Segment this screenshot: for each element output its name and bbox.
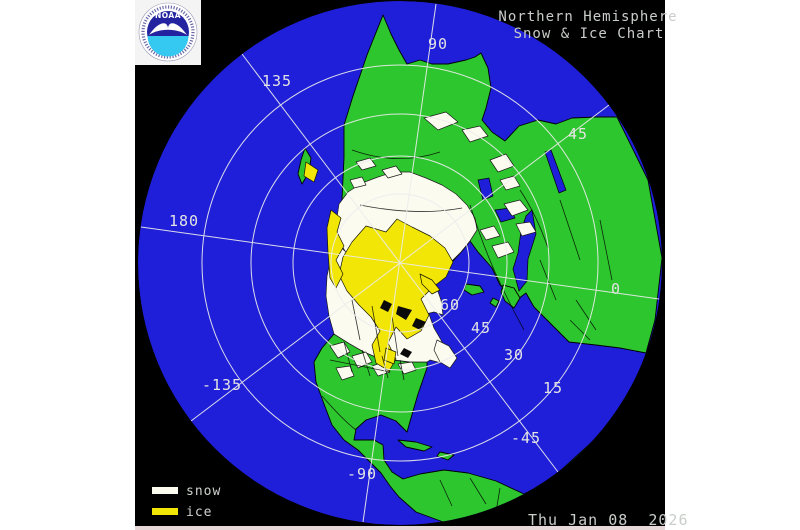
- ice-polar-pack: [338, 218, 454, 372]
- latitude-circle-45: [292, 155, 508, 371]
- latitude-circle-30: [250, 113, 550, 413]
- lon-label-45: 45: [568, 125, 588, 143]
- lon-label--45: -45: [511, 429, 541, 447]
- noaa-ring-text: [141, 5, 195, 59]
- map-disc: [138, 1, 662, 525]
- snow-patch-alps: [491, 241, 515, 259]
- ice-okhotsk: [303, 161, 319, 183]
- noaa-seal-wave: [147, 36, 189, 57]
- snow-patch-caucasus: [515, 221, 537, 237]
- border-canada-provinces: [351, 299, 399, 357]
- lon-label-135: 135: [262, 72, 292, 90]
- border-us-mexico: [321, 395, 357, 431]
- snow-patch-zagros: [499, 175, 521, 191]
- snow-patch-mongolia-1: [355, 157, 377, 171]
- terrain-speck-4: [380, 300, 392, 312]
- landmass-cuba: [397, 439, 433, 452]
- border-russia-south: [359, 204, 463, 212]
- snow-labrador: [433, 339, 458, 369]
- lon-label--90: -90: [347, 465, 377, 483]
- latitude-circle-15: [201, 64, 599, 462]
- noaa-wordmark: NOAA: [155, 11, 181, 20]
- snow-patch-rockies-3: [335, 365, 355, 381]
- border-china: [351, 149, 441, 159]
- snow-patch-rockies-2: [351, 351, 373, 369]
- title-line-1: Northern Hemisphere: [498, 9, 677, 25]
- snow-patch-mongolia-3: [349, 176, 367, 189]
- terrain-speck-1: [396, 306, 412, 320]
- lon-label--135: -135: [202, 376, 242, 394]
- lat-label-30: 30: [504, 346, 524, 364]
- legend: snow ice: [152, 484, 221, 520]
- snow-patch-himalaya: [423, 111, 459, 131]
- meridian-135--45: [241, 53, 559, 473]
- ice-greenland-fringe: [419, 273, 441, 295]
- legend-label-ice: ice: [186, 505, 212, 520]
- landmass-japan: [297, 147, 312, 185]
- legend-swatch-ice: [152, 508, 178, 515]
- border-africa: [559, 199, 613, 331]
- snow-patch-balkans: [479, 225, 501, 241]
- landmass-ireland: [489, 297, 500, 308]
- chart-title: Northern Hemisphere Snow & Ice Chart: [498, 9, 677, 42]
- landmass-britain: [500, 284, 521, 309]
- legend-swatch-snow: [152, 487, 178, 494]
- graticule-labels: 90 135 45 180 0 -135 -45 -90 60 45 30 15: [169, 35, 621, 483]
- noaa-logo: NOAA: [135, 0, 201, 65]
- lon-label-0: 0: [611, 280, 621, 298]
- lat-label-45: 45: [471, 319, 491, 337]
- noaa-seagull-icon: [149, 23, 187, 35]
- terrain-speck-3: [400, 348, 412, 358]
- snow-patch-turkey: [503, 199, 529, 217]
- lon-label-180: 180: [169, 212, 199, 230]
- terrain-speck-2: [412, 318, 426, 330]
- lon-label-90: 90: [428, 35, 448, 53]
- lat-label-15: 15: [543, 379, 563, 397]
- snow-patch-iran: [489, 153, 515, 173]
- chart-bottom-strip: [135, 526, 665, 530]
- graticule: [140, 3, 660, 523]
- legend-label-snow: snow: [186, 484, 221, 499]
- date-label: Thu Jan 08 2026: [528, 511, 689, 529]
- lat-label-60: 60: [440, 296, 460, 314]
- snow-patch-mongolia-2: [381, 165, 403, 179]
- latitude-circle-60: [330, 193, 470, 333]
- border-ural-caspian: [469, 204, 525, 331]
- title-line-2: Snow & Ice Chart: [514, 26, 665, 42]
- landmass-americas: [313, 333, 593, 525]
